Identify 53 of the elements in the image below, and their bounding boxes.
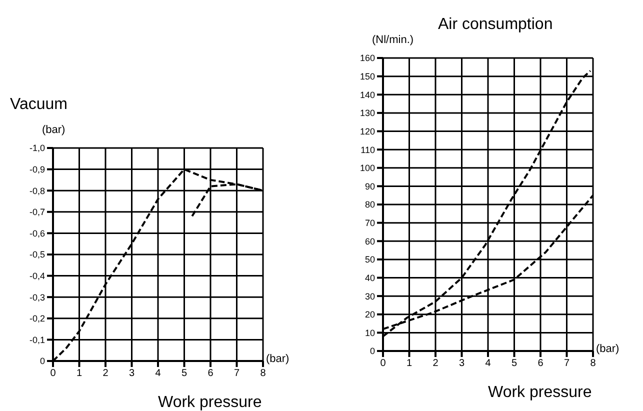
y-tick-label: 70 [364, 218, 375, 228]
chart-title: Air consumption [438, 16, 553, 34]
x-tick-label: 0 [50, 368, 56, 380]
y-tick-label: 30 [364, 291, 375, 302]
x-tick-label: 3 [458, 358, 465, 370]
x-tick-label: 8 [260, 368, 266, 380]
x-tick-label: 6 [208, 368, 214, 380]
y-tick-label: -0,2 [29, 314, 45, 324]
y-tick-label: -0,3 [29, 292, 45, 302]
y-tick-label: 90 [364, 181, 375, 192]
x-tick-label: 5 [511, 358, 518, 370]
y-tick-label: 50 [364, 254, 375, 265]
y-tick-label: -0,9 [29, 164, 45, 174]
y-tick-label: -0,7 [29, 207, 45, 218]
y-axis-title: (bar) [42, 124, 66, 136]
y-tick-label: -1,0 [29, 143, 45, 154]
y-tick-label: 80 [364, 200, 375, 210]
text: Work pressure [488, 384, 592, 402]
y-axis-title: (Nl/min.) [372, 34, 414, 46]
x-tick-label: 4 [155, 368, 162, 380]
x-tick-label: 0 [380, 358, 386, 370]
y-tick-label: 130 [360, 108, 375, 118]
chart-title: Vacuum [10, 96, 68, 114]
x-axis-title: (bar) [266, 353, 290, 365]
y-tick-label: -0,1 [29, 334, 45, 345]
y-tick-label: 150 [360, 72, 375, 82]
x-tick-label: 1 [406, 358, 412, 370]
y-tick-label: -0,6 [29, 228, 45, 238]
text: Work pressure [158, 394, 262, 411]
y-tick-label: 140 [360, 90, 375, 100]
y-tick-label: 100 [360, 163, 375, 174]
y-tick-label: 110 [360, 144, 375, 155]
x-tick-label: 6 [538, 358, 544, 370]
y-tick-label: 60 [364, 236, 375, 246]
x-tick-label: 2 [432, 358, 439, 370]
x-tick-label: 2 [102, 368, 109, 380]
x-tick-label: 3 [128, 368, 135, 380]
y-tick-label: 160 [360, 53, 375, 64]
x-tick-label: 7 [234, 368, 240, 380]
x-axis-title: (bar) [596, 343, 620, 355]
y-tick-label: 40 [364, 272, 375, 283]
x-tick-label: 5 [181, 368, 188, 380]
y-tick-label: 120 [360, 126, 375, 136]
y-tick-label: 0 [370, 346, 375, 356]
x-tick-label: 1 [76, 368, 82, 380]
y-tick-label: -0,5 [29, 250, 45, 260]
y-tick-label: -0,4 [29, 270, 45, 281]
x-tick-label: 8 [590, 358, 596, 370]
y-tick-label: 10 [364, 328, 375, 338]
y-tick-label: -0,8 [29, 186, 45, 196]
x-tick-label: 4 [485, 358, 492, 370]
y-tick-label: 20 [364, 310, 375, 320]
x-tick-label: 7 [564, 358, 570, 370]
